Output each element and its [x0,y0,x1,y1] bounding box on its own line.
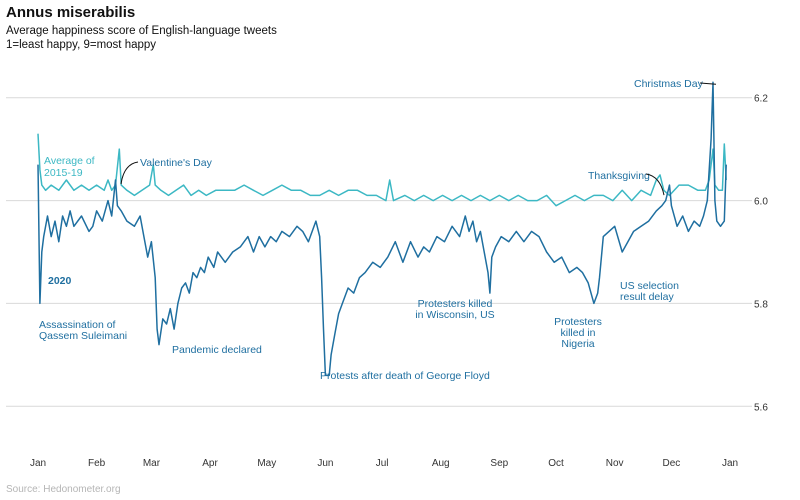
series-line-2020 [37,81,727,377]
y-tick-label: 5.8 [754,299,768,310]
x-tick-label: Jan [30,458,46,469]
series-labels: Average of 2015-19 2020 [44,155,95,287]
arrow-valentines [120,161,139,185]
x-tick-label: Apr [202,458,218,469]
y-tick-label: 5.6 [754,402,768,413]
annotation-line: Protesters killed [418,298,493,310]
series-lines [37,81,727,377]
annotation-line: Protests after death of George Floyd [320,370,490,382]
series-label-2020: 2020 [48,275,72,287]
annotation-wisconsin: Protesters killed in Wisconsin, US [415,298,494,321]
annotation-floyd: Protests after death of George Floyd [320,370,490,382]
x-tick-label: Oct [548,458,564,469]
annotation-suleimani: Assassination of Qassem Suleimani [39,319,127,342]
gridlines [6,97,752,407]
arrow-thanksgiving [645,173,665,196]
x-tick-label: Nov [606,458,624,469]
x-tick-label: Aug [432,458,450,469]
annotation-line: Assassination of [39,319,116,331]
y-tick-label: 6.2 [754,94,768,105]
annotation-election: US selection result delay [620,280,679,303]
x-tick-label: Sep [490,458,508,469]
x-tick-label: Jun [317,458,333,469]
annotation-line: result delay [620,291,674,303]
series-line-average [37,133,727,207]
series-label-average: Average of 2015-19 [44,155,95,179]
event-annotations: Assassination of Qassem Suleimani Valentin… [39,78,717,382]
annotation-line: Thanksgiving [588,170,650,182]
x-tick-label: Dec [662,458,680,469]
annotation-thanksgiving: Thanksgiving [588,170,650,182]
annotation-line: Protesters [554,316,602,328]
x-tick-label: Mar [143,458,161,469]
annotation-line: Pandemic declared [172,344,262,356]
annotation-line: Valentine's Day [140,157,213,169]
y-axis-ticks: 5.6 5.8 6.0 6.2 [754,94,768,414]
subtitle-line-1: Average happiness score of English-langu… [6,25,277,37]
x-tick-label: Jul [376,458,389,469]
chart-title: Annus miserabilis [6,4,136,21]
x-axis-ticks: Jan Feb Mar Apr May Jun Jul Aug Sep Oct Nov Dec Jan [30,458,738,469]
source-note: Source: Hedonometer.org [6,484,121,495]
annotation-nigeria: Protesters killed in Nigeria [554,316,602,350]
annotation-valentines: Valentine's Day [140,157,213,169]
x-tick-label: Feb [88,458,106,469]
chart-subtitle: Average happiness score of English-langu… [6,24,277,52]
annotation-line: US selection [620,280,679,292]
series-label-line: Average of [44,155,95,167]
annotation-pandemic: Pandemic declared [172,344,262,356]
happiness-line-chart: 5.6 5.8 6.0 6.2 Jan Feb Mar Apr May Jun Jul Aug Sep… [6,78,768,469]
y-tick-label: 6.0 [754,197,768,208]
annotation-line: in Wisconsin, US [415,309,494,321]
annotation-line: Nigeria [561,338,594,350]
subtitle-line-2: 1=least happy, 9=most happy [6,39,157,51]
x-tick-label: Jan [722,458,738,469]
x-tick-label: May [257,458,276,469]
series-label-line: 2015-19 [44,167,83,179]
arrow-christmas [699,82,717,85]
annotation-christmas: Christmas Day [634,78,704,90]
annotation-line: Christmas Day [634,78,704,90]
annotation-line: killed in [560,327,595,339]
annotation-line: Qassem Suleimani [39,330,127,342]
